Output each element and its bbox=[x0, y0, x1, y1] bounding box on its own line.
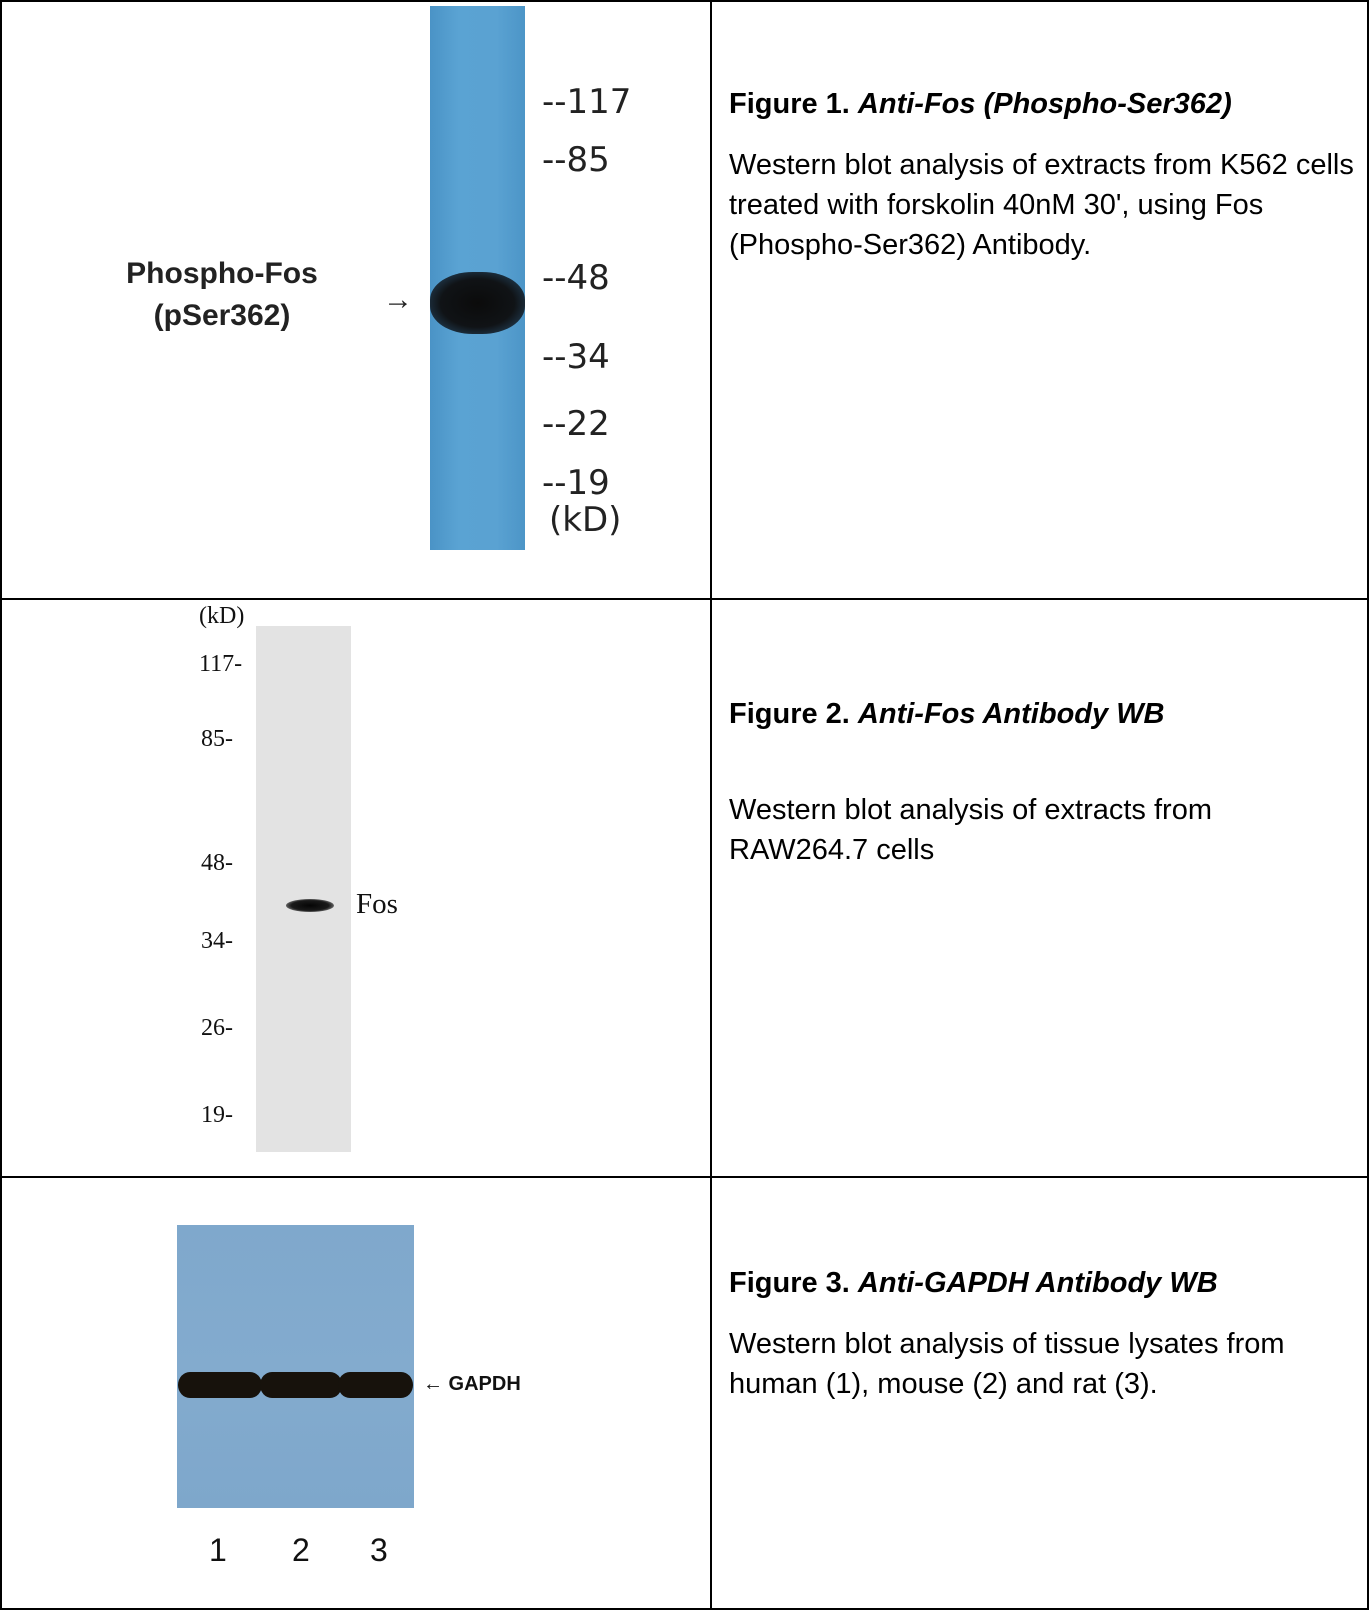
protein-band-lane-3 bbox=[338, 1372, 413, 1398]
caption-title-italic: Anti-GAPDH Antibody WB bbox=[857, 1267, 1218, 1299]
blot-membrane bbox=[177, 1225, 414, 1508]
caption-title: Figure 2. Anti-Fos Antibody WB bbox=[729, 694, 1359, 734]
marker-85: --85 bbox=[542, 140, 610, 180]
lane-label-2: 2 bbox=[292, 1532, 310, 1568]
marker-48: 48- bbox=[201, 850, 233, 876]
protein-band bbox=[430, 272, 525, 334]
caption-title: Figure 1. Anti-Fos (Phospho-Ser362) bbox=[729, 84, 1359, 124]
marker-85: 85- bbox=[201, 726, 233, 752]
protein-band-lane-1 bbox=[178, 1372, 262, 1398]
figure-2-caption: Figure 2. Anti-Fos Antibody WB Western b… bbox=[729, 694, 1359, 870]
protein-band-lane-2 bbox=[260, 1372, 342, 1398]
lane-label-1: 1 bbox=[209, 1532, 227, 1568]
marker-117: 117- bbox=[199, 651, 243, 677]
caption-title-italic: Anti-Fos Antibody WB bbox=[857, 698, 1165, 730]
row-divider-1 bbox=[0, 598, 1369, 600]
marker-48: --48 bbox=[542, 258, 610, 298]
marker-19: --19 bbox=[542, 463, 610, 503]
caption-body: Western blot analysis of extracts from R… bbox=[729, 794, 1212, 866]
marker-117: --117 bbox=[542, 82, 632, 122]
table-border-top bbox=[0, 0, 1369, 2]
caption-title-prefix: Figure 3. bbox=[729, 1267, 850, 1299]
band-label-line-2: (pSer362) bbox=[153, 299, 291, 332]
marker-22: --22 bbox=[542, 404, 610, 444]
table-border-left bbox=[0, 0, 2, 1610]
lane-label-3: 3 bbox=[370, 1532, 388, 1568]
caption-title-prefix: Figure 2. bbox=[729, 698, 850, 730]
caption-title-prefix: Figure 1. bbox=[729, 88, 850, 120]
table-border-right bbox=[1367, 0, 1369, 1610]
figure-3-caption: Figure 3. Anti-GAPDH Antibody WB Western… bbox=[729, 1263, 1359, 1404]
unit-label: (kD) bbox=[199, 603, 245, 629]
row-divider-2 bbox=[0, 1176, 1369, 1178]
marker-19: 19- bbox=[201, 1102, 233, 1128]
column-divider bbox=[710, 0, 712, 1610]
band-label-line-1: Phospho-Fos bbox=[126, 257, 318, 290]
band-label: Fos bbox=[356, 888, 398, 920]
table-border-bottom bbox=[0, 1608, 1369, 1610]
marker-34: --34 bbox=[542, 337, 610, 377]
blot-lane bbox=[256, 626, 351, 1152]
caption-body: Western blot analysis of tissue lysates … bbox=[729, 1328, 1285, 1400]
protein-band bbox=[286, 899, 334, 912]
marker-34: 34- bbox=[201, 928, 233, 954]
arrow-right-icon: → bbox=[383, 283, 413, 316]
marker-26: 26- bbox=[201, 1015, 233, 1041]
caption-title-italic: Anti-Fos (Phospho-Ser362) bbox=[857, 88, 1232, 120]
figure-1-caption: Figure 1. Anti-Fos (Phospho-Ser362) West… bbox=[729, 84, 1359, 265]
caption-title: Figure 3. Anti-GAPDH Antibody WB bbox=[729, 1263, 1359, 1303]
band-label: ← GAPDH bbox=[423, 1373, 521, 1395]
unit-label: (kD) bbox=[549, 500, 622, 540]
caption-body: Western blot analysis of extracts from K… bbox=[729, 149, 1354, 261]
